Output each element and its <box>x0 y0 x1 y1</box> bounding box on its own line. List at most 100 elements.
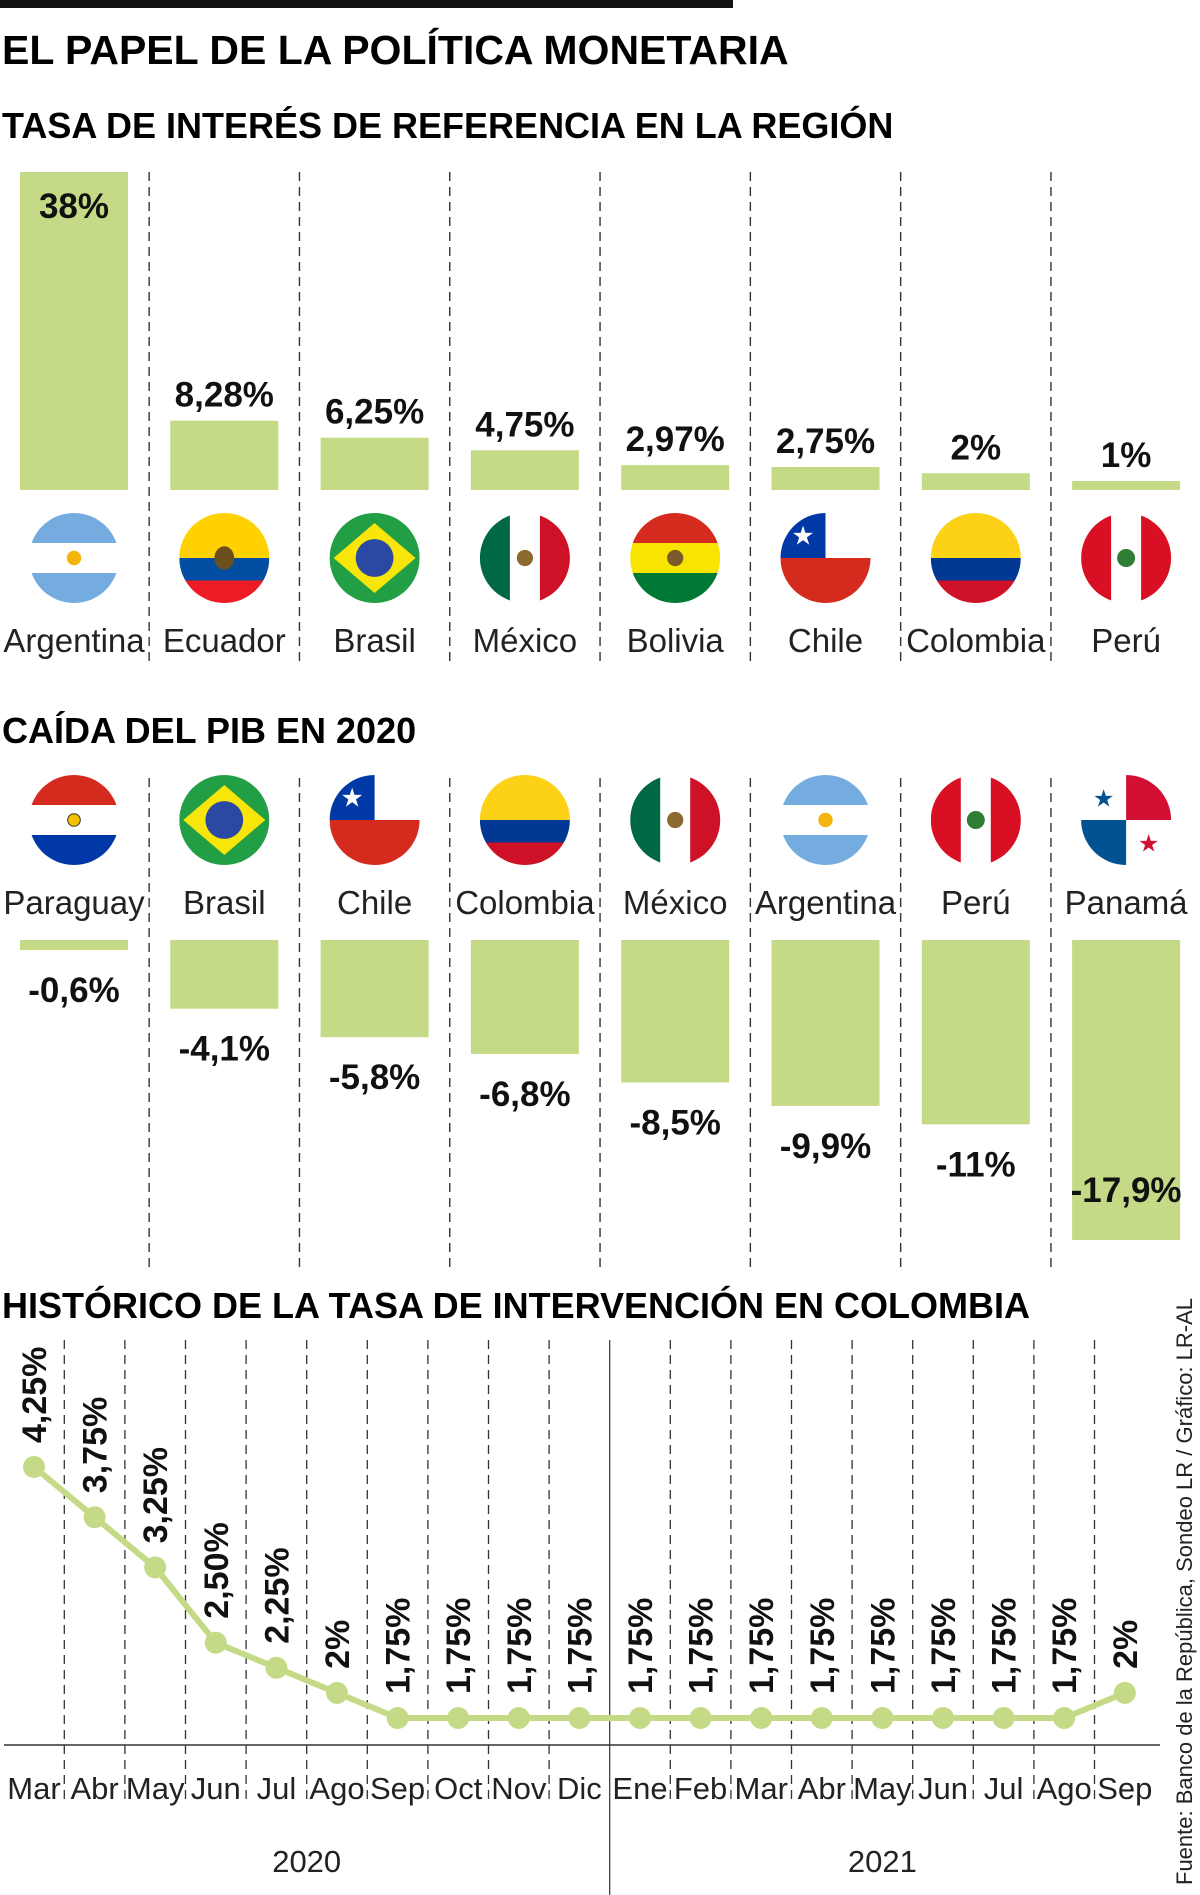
gdp-bar-colombia <box>470 940 579 1054</box>
rate-point <box>447 1707 470 1729</box>
rate-point <box>689 1707 712 1729</box>
rate-point <box>750 1707 773 1729</box>
rate-value-label: 2,97% <box>626 420 725 459</box>
gdp-bar-mexico <box>621 940 730 1083</box>
svg-text:★: ★ <box>1138 831 1160 858</box>
rate-point-label: 1,75% <box>622 1598 660 1694</box>
month-tick-label: Mar <box>7 1771 60 1806</box>
section-gdp: CAÍDA DEL PIB EN 2020 ★ ★★ Paraguay Brasil… <box>2 710 1188 1268</box>
gdp-country-label: Argentina <box>755 884 897 921</box>
flag-peru-icon <box>1081 513 1172 603</box>
svg-text:★: ★ <box>791 521 814 551</box>
rate-point <box>871 1707 894 1729</box>
month-tick-label: Ene <box>612 1771 667 1806</box>
rate-bar-brasil <box>320 437 429 490</box>
rate-point-label: 1,75% <box>380 1598 418 1694</box>
flag-panama-icon: ★★ <box>1081 775 1172 865</box>
gdp-country-label: Perú <box>941 884 1011 921</box>
gdp-bars: -0,6% -4,1% -5,8% -6,8% -8,5% -9,9% -11% -17,9% <box>20 940 1182 1240</box>
gdp-country-names: Paraguay Brasil Chile Colombia México Argenti… <box>3 884 1188 921</box>
rate-point <box>265 1656 288 1679</box>
gdp-bar-argentina <box>771 940 880 1106</box>
rate-bar-mexico <box>470 450 579 490</box>
flag-bolivia-icon <box>630 513 721 603</box>
rate-point-label: 1,75% <box>561 1598 599 1694</box>
rate-value-label: 8,28% <box>175 376 274 415</box>
rate-point-label: 1,75% <box>743 1598 781 1694</box>
flag-chile-icon: ★ <box>780 513 871 603</box>
svg-text:★: ★ <box>1093 786 1115 813</box>
rate-point <box>992 1707 1015 1729</box>
rate-point-label: 3,75% <box>77 1397 115 1493</box>
gdp-bar-peru <box>921 940 1030 1125</box>
flag-mexico-icon <box>630 775 721 865</box>
month-tick-label: Ago <box>1037 1771 1092 1806</box>
rate-country-label: Chile <box>788 622 863 659</box>
rate-country-label: Ecuador <box>163 622 286 659</box>
gdp-value-label: -0,6% <box>28 971 119 1010</box>
month-tick-label: May <box>853 1771 912 1806</box>
rate-bar-bolivia <box>621 465 730 490</box>
rate-point <box>144 1556 167 1579</box>
month-tick-label: Mar <box>735 1771 788 1806</box>
rate-point-label: 1,75% <box>864 1598 902 1694</box>
rate-country-label: Colombia <box>906 622 1046 659</box>
gdp-bar-panama <box>1072 940 1181 1240</box>
source-note: Fuente: Banco de la República, Sondeo LR… <box>1172 1298 1197 1885</box>
rate-point <box>507 1707 530 1729</box>
rate-value-label: 38% <box>39 187 109 226</box>
rate-point-label: 3,25% <box>137 1447 175 1543</box>
flag-mexico-icon <box>479 513 570 603</box>
flag-argentina-icon <box>780 775 871 865</box>
gdp-country-label: Paraguay <box>3 884 145 921</box>
rate-point <box>629 1707 651 1729</box>
gdp-value-label: -17,9% <box>1071 1171 1182 1210</box>
gdp-flags: ★ ★★ <box>29 775 1172 865</box>
rate-point-label: 2% <box>319 1620 357 1669</box>
rate-bar-argentina <box>20 172 128 490</box>
header-rule <box>0 0 733 8</box>
flag-brasil-icon <box>179 775 270 865</box>
rate-point <box>932 1707 954 1729</box>
rate-point <box>204 1631 227 1654</box>
rate-country-label: Argentina <box>3 622 145 659</box>
rate-point <box>23 1456 45 1478</box>
rate-point <box>568 1707 591 1729</box>
rates-dividers <box>148 172 1052 665</box>
rate-bar-colombia <box>921 473 1030 490</box>
rate-point <box>83 1506 106 1529</box>
month-tick-label: Abr <box>798 1771 846 1806</box>
flag-paraguay-icon <box>29 775 119 865</box>
rate-point-label: 2% <box>1107 1620 1145 1669</box>
rate-point-label: 2,25% <box>258 1547 296 1643</box>
header: EL PAPEL DE LA POLÍTICA MONETARIA <box>0 0 789 73</box>
gdp-country-label: México <box>623 884 728 921</box>
rate-point <box>1113 1681 1136 1704</box>
month-tick-label: May <box>126 1771 185 1806</box>
gdp-value-label: -8,5% <box>629 1103 720 1142</box>
rate-point <box>386 1707 409 1729</box>
rate-value-label: 6,25% <box>325 393 424 432</box>
month-tick-label: Jun <box>918 1771 968 1806</box>
rates-flags: ★ <box>29 513 1172 603</box>
flag-colombia-icon <box>930 513 1021 603</box>
gdp-dividers <box>148 778 1052 1268</box>
rate-bar-peru <box>1072 481 1181 490</box>
rate-bar-ecuador <box>170 420 279 490</box>
rate-country-label: Brasil <box>333 622 416 659</box>
flag-argentina-icon <box>29 513 119 603</box>
rate-point <box>326 1681 348 1704</box>
gdp-value-label: -5,8% <box>329 1058 420 1097</box>
gdp-value-label: -6,8% <box>479 1075 570 1114</box>
month-tick-label: Feb <box>674 1771 727 1806</box>
rate-country-label: Bolivia <box>627 622 725 659</box>
rate-value-label: 4,75% <box>475 405 574 444</box>
year-label: 2020 <box>272 1844 341 1879</box>
month-tick-label: Abr <box>70 1771 118 1806</box>
flag-brasil-icon <box>329 513 420 603</box>
month-tick-label: Dic <box>557 1771 602 1806</box>
month-tick-label: Sep <box>370 1771 425 1806</box>
flag-peru-icon <box>930 775 1021 865</box>
gdp-country-label: Colombia <box>455 884 595 921</box>
